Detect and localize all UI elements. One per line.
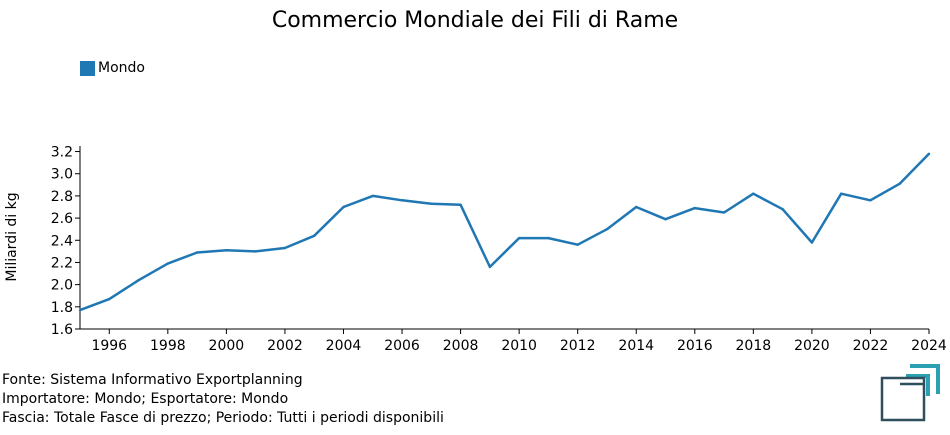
data-point [781,208,784,211]
footer-range: Fascia: Totale Fasce di prezzo; Periodo:… [2,410,444,426]
data-point [517,236,521,240]
x-axis: 1996 1998 2000 2002 2004 2006 2008 2010 2012 2014… [80,328,947,354]
chart-title: Commercio Mondiale dei Fili di Rame [271,8,679,33]
footer-source: Fonte: Sistema Informativo Exportplannin… [2,372,303,388]
data-point [752,192,755,195]
data-point [722,211,726,214]
data-point [254,250,257,253]
data-point [488,265,492,269]
data-point [869,199,872,202]
x-tick-label: 1998 [150,338,186,354]
data-point [225,249,228,252]
data-point [664,218,667,221]
y-tick-label: 2.0 [51,278,73,294]
x-tick-label: 2022 [853,338,889,354]
y-tick-label: 2.6 [51,211,73,227]
y-tick-label: 2.8 [51,189,73,205]
data-point [693,206,696,210]
y-axis-title: Miliardi di kg [4,192,20,281]
footer-importer: Importatore: Mondo; Esportatore: Mondo [2,391,289,407]
series-layer [78,152,931,312]
data-point [576,243,579,246]
chart-legend: Mondo [80,60,145,76]
series-line-mondo [79,152,930,312]
legend-label-mondo: Mondo [98,60,145,76]
data-point [898,182,901,185]
y-tick-label: 1.8 [51,300,73,316]
data-point [371,194,374,198]
y-tick-label: 3.2 [51,145,73,161]
x-tick-label: 2002 [267,338,303,354]
x-tick-label: 1996 [91,338,127,354]
data-point [195,251,199,254]
x-tick-label: 2014 [618,338,654,354]
data-point [547,236,550,240]
y-tick-label: 1.6 [51,322,73,338]
data-point [459,203,462,206]
x-tick-label: 2018 [736,338,772,354]
data-point [839,192,843,195]
data-point [605,227,609,231]
y-axis: 1.6 1.8 2.0 2.2 2.4 2.6 2.8 3.0 3.2 [51,145,81,338]
x-tick-label: 2012 [560,338,596,354]
data-point [430,202,433,205]
exportplanning-logo-icon [880,364,940,422]
chart-footer: Fonte: Sistema Informativo Exportplannin… [2,371,444,428]
data-point [810,241,814,244]
x-tick-label: 2008 [443,338,479,354]
legend-swatch-mondo [80,60,95,76]
data-point [342,205,345,209]
data-point [78,308,82,312]
data-point [313,234,316,238]
data-point [137,279,140,282]
y-tick-label: 2.4 [51,233,73,249]
data-point [283,246,287,250]
data-point [400,199,404,202]
x-tick-label: 2004 [326,338,362,354]
y-tick-label: 3.0 [51,167,73,183]
x-tick-label: 2006 [384,338,420,354]
x-tick-label: 2010 [501,338,537,354]
data-point [166,262,170,265]
x-tick-label: 2020 [794,338,830,354]
data-point [108,297,111,301]
y-tick-label: 2.2 [51,255,73,271]
x-tick-label: 2024 [911,338,947,354]
x-tick-label: 2000 [209,338,245,354]
data-point [635,205,638,209]
data-point [927,152,931,155]
x-tick-label: 2016 [677,338,713,354]
